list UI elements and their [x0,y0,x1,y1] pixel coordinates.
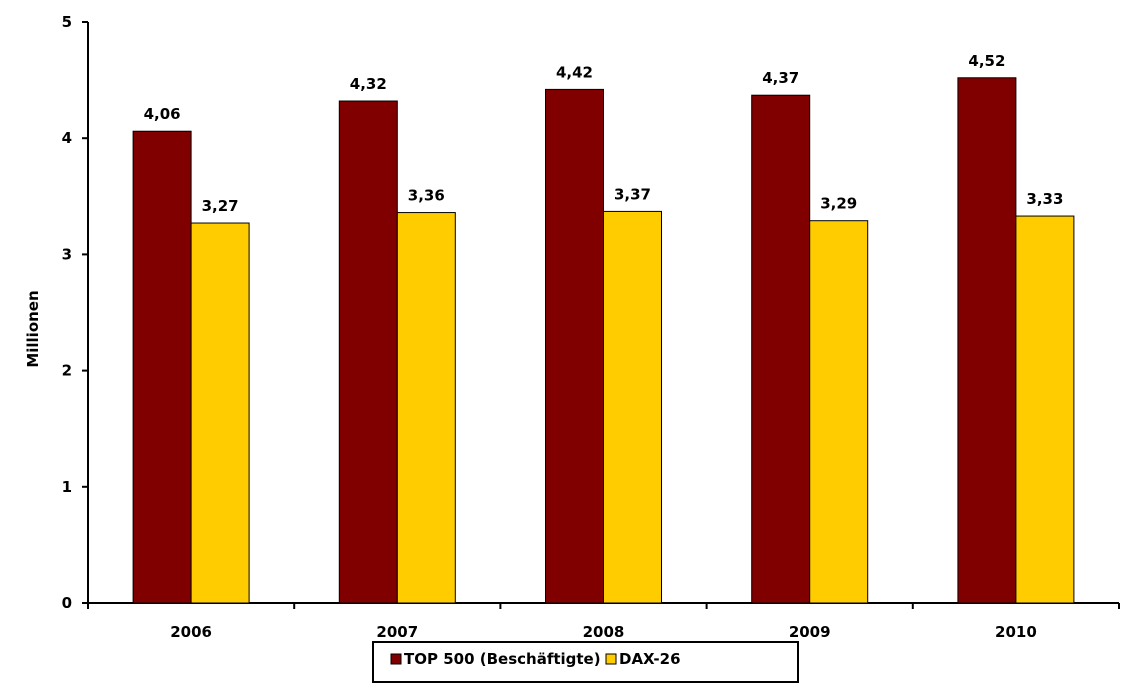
data-label: 4,52 [968,52,1005,70]
y-tick-label: 3 [62,245,72,263]
x-tick-label: 2007 [376,623,418,641]
bar [190,222,250,604]
legend-box [372,641,799,683]
y-tick-label: 0 [62,594,72,612]
data-label: 3,29 [820,195,857,213]
bar [957,77,1017,604]
legend-swatch [605,653,617,665]
legend-label: TOP 500 (Beschäftigte) [404,650,601,668]
y-axis: 0 1 2 3 4 5 [62,13,89,612]
bar [396,212,456,604]
x-axis: 2006 2007 2008 2009 2010 [87,602,1120,641]
data-label: 4,06 [144,105,181,123]
data-label: 3,27 [202,197,239,215]
data-label: 3,37 [614,185,651,203]
bar [132,130,192,604]
y-tick-label: 5 [62,13,72,31]
x-tick-label: 2010 [995,623,1037,641]
bar [809,220,869,604]
data-label: 4,37 [762,69,799,87]
x-tick-label: 2006 [170,623,212,641]
data-label: 3,36 [408,187,445,205]
y-tick-label: 4 [62,129,72,147]
bar [603,210,662,604]
data-label: 4,42 [556,63,593,81]
bar [1015,215,1075,604]
data-labels: 4,06 4,32 4,42 4,37 4,52 3,27 3,36 3,37 3,29 3,33 [144,52,1064,215]
legend-swatch [390,653,402,665]
bars [132,77,1075,604]
data-label: 4,32 [350,75,387,93]
bar [751,94,811,604]
y-tick-label: 2 [62,362,72,380]
y-axis-title: Millionen [24,290,42,367]
data-label: 3,33 [1026,190,1063,208]
x-tick-label: 2009 [789,623,831,641]
bar [545,88,604,604]
bar [338,100,398,604]
legend-label: DAX-26 [619,650,681,668]
x-tick-label: 2008 [583,623,625,641]
y-tick-label: 1 [62,478,72,496]
legend: TOP 500 (Beschäftigte) DAX-26 [372,641,799,683]
